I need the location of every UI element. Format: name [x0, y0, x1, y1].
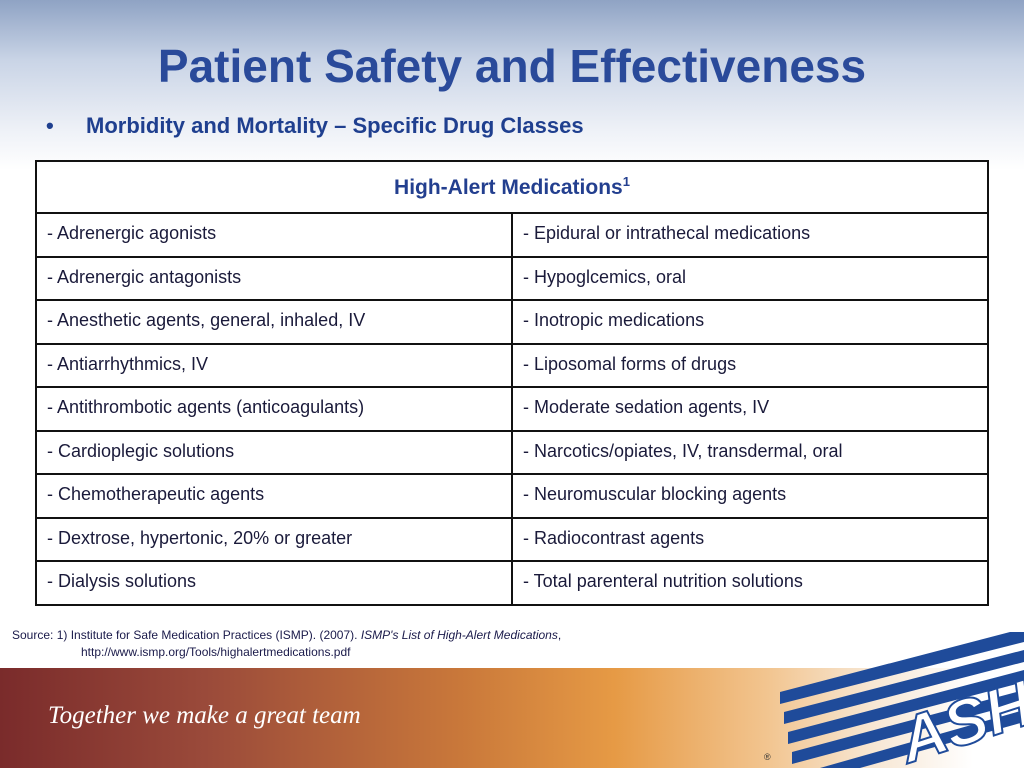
table-cell: - Chemotherapeutic agents	[35, 473, 513, 519]
table-row: - Antiarrhythmics, IV - Liposomal forms o…	[35, 342, 989, 389]
table-cell: - Antiarrhythmics, IV	[35, 342, 513, 389]
table-cell: - Adrenergic antagonists	[35, 255, 513, 302]
table-row: - Adrenergic agonists - Epidural or intra…	[35, 212, 989, 258]
table-cell: - Anesthetic agents, general, inhaled, I…	[35, 299, 513, 345]
footer-tagline: Together we make a great team	[48, 702, 361, 729]
table-header-footnote: 1	[622, 174, 630, 189]
source-prefix: Source: 1) Institute for Safe Medication…	[12, 628, 361, 642]
table-cell: - Hypoglcemics, oral	[511, 255, 989, 302]
table-row: - Dextrose, hypertonic, 20% or greater - …	[35, 516, 989, 563]
table-row: - Adrenergic antagonists - Hypoglcemics, …	[35, 255, 989, 302]
table-cell: - Moderate sedation agents, IV	[511, 386, 989, 432]
table-cell: - Liposomal forms of drugs	[511, 342, 989, 389]
table-header: High-Alert Medications1	[35, 160, 989, 214]
source-citation: Source: 1) Institute for Safe Medication…	[12, 627, 561, 661]
table-cell: - Inotropic medications	[511, 299, 989, 345]
bullet-text: Morbidity and Mortality – Specific Drug …	[86, 113, 584, 138]
source-url[interactable]: http://www.ismp.org/Tools/highalertmedic…	[81, 645, 351, 659]
table-cell: - Antithrombotic agents (anticoagulants)	[35, 386, 513, 432]
table-row: - Antithrombotic agents (anticoagulants)…	[35, 386, 989, 432]
table-cell: - Neuromuscular blocking agents	[511, 473, 989, 519]
table-row: - Chemotherapeutic agents - Neuromuscular…	[35, 473, 989, 519]
source-title: ISMP's List of High-Alert Medications	[360, 628, 558, 642]
bullet-point: • Morbidity and Mortality – Specific Drug…	[46, 112, 584, 140]
table-header-text: High-Alert Medications	[394, 176, 623, 199]
table-cell: - Radiocontrast agents	[511, 516, 989, 563]
table-row: - Dialysis solutions - Total parenteral n…	[35, 560, 989, 606]
bullet-marker: •	[46, 113, 54, 138]
table-row: - Anesthetic agents, general, inhaled, I…	[35, 299, 989, 345]
slide-title: Patient Safety and Effectiveness	[157, 40, 867, 92]
high-alert-medications-table: High-Alert Medications1 - Adrenergic ago…	[35, 160, 989, 606]
source-suffix: ,	[557, 628, 562, 642]
table-cell: - Total parenteral nutrition solutions	[511, 560, 989, 606]
table-cell: - Cardioplegic solutions	[35, 429, 513, 476]
table-cell: - Adrenergic agonists	[35, 212, 513, 258]
table-row: - Cardioplegic solutions - Narcotics/opia…	[35, 429, 989, 476]
table-cell: - Epidural or intrathecal medications	[511, 212, 989, 258]
registered-mark: ®	[764, 752, 771, 762]
table-cell: - Dextrose, hypertonic, 20% or greater	[35, 516, 513, 563]
table-cell: - Narcotics/opiates, IV, transdermal, or…	[511, 429, 989, 476]
table-body: - Adrenergic agonists - Epidural or intra…	[35, 212, 989, 606]
table-cell: - Dialysis solutions	[35, 560, 513, 606]
ashp-logo: ASHP	[780, 632, 1024, 768]
